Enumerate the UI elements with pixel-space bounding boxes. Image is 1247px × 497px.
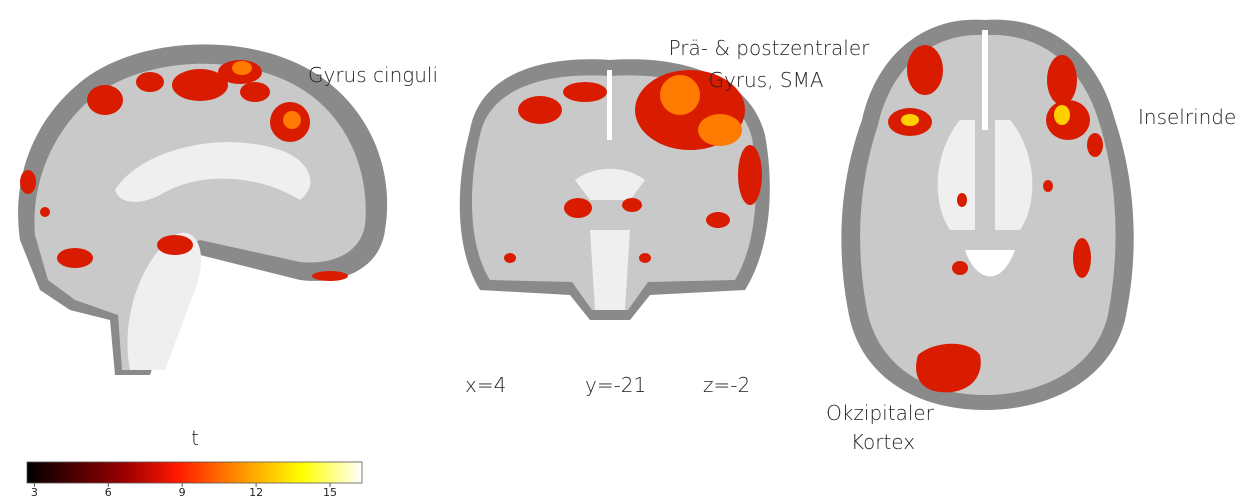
coordinate-label: x=4 — [465, 373, 506, 397]
tick-label: 6 — [105, 486, 112, 497]
tick-label: 9 — [179, 486, 186, 497]
region-label: Okzipitaler — [826, 401, 935, 425]
region-label: Gyrus, SMA — [709, 68, 824, 92]
coordinate-label: z=-2 — [703, 373, 750, 397]
sagittal-slice — [18, 44, 387, 375]
figure: Gyrus cinguli Prä- & postzentraler Gyrus… — [0, 0, 1247, 497]
region-label: Gyrus cinguli — [308, 63, 438, 87]
axial-slice — [841, 20, 1133, 410]
coordinate-label: y=-21 — [585, 373, 646, 397]
tick-label: 12 — [249, 486, 263, 497]
colorbar-title: t — [191, 426, 199, 450]
region-label: Inselrinde — [1138, 105, 1236, 129]
region-label: Prä- & postzentraler — [669, 36, 871, 60]
coronal-slice — [460, 59, 770, 320]
tick-label: 15 — [323, 486, 337, 497]
tick-label: 3 — [31, 486, 38, 497]
colorbar — [27, 462, 362, 483]
region-label: Kortex — [851, 430, 915, 454]
colorbar-ticks: 3 6 9 12 15 — [31, 483, 337, 497]
